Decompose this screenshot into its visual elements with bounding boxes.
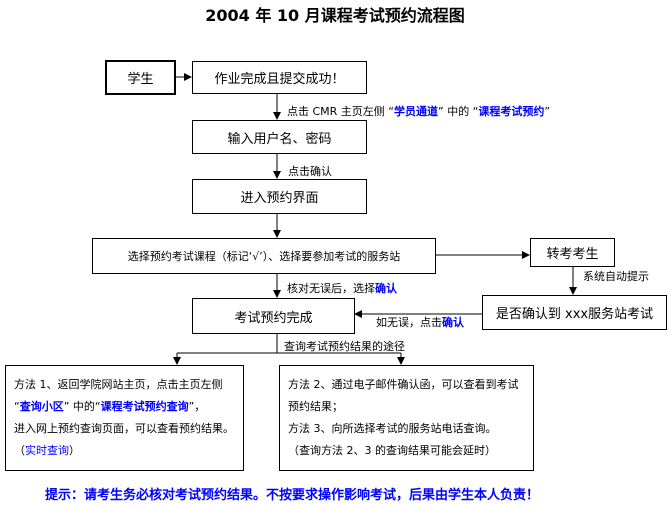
query-area-link[interactable]: 查询小区: [19, 400, 64, 413]
step1-label: 点击 CMR 主页左侧 “学员通道” 中的 “课程考试预约”: [287, 103, 550, 119]
confirm-link: 确认: [375, 282, 397, 295]
course-exam-query-link[interactable]: 课程考试预约查询: [100, 400, 189, 413]
text: ”，: [188, 400, 206, 413]
text: ” 中的“: [63, 400, 101, 413]
check-label: 核对无误后，选择确认: [287, 280, 397, 296]
select-node: 选择预约考试课程（标记‘√’）、选择要参加考试的服务站: [92, 238, 436, 274]
page-title: 2004 年 10 月课程考试预约流程图: [205, 6, 465, 25]
label-text: ”: [544, 105, 551, 118]
text: 方法 1、返回学院网站主页，点击主页左侧: [14, 378, 223, 391]
realtime-query-link[interactable]: 实时查询: [25, 444, 69, 457]
warning-hint: 提示：请考生务必核对考试预约结果。不按要求操作影响考试，后果由学生本人负责！: [45, 488, 540, 503]
course-exam-booking-link[interactable]: 课程考试预约: [478, 105, 545, 118]
student-node: 学生: [105, 60, 176, 95]
label-text: ” 中的 “: [438, 105, 479, 118]
enter-node: 进入预约界面: [192, 179, 367, 214]
student-channel-link[interactable]: 学员通道: [394, 105, 439, 118]
text: 进入网上预约查询页面，可以查看预约结果。（: [14, 422, 234, 457]
text: （查询方法 2、3 的查询结果可能会延时）: [288, 444, 496, 457]
method1-box: 方法 1、返回学院网站主页，点击主页左侧 “查询小区” 中的“课程考试预约查询”…: [5, 365, 244, 471]
text: 方法 2、通过电子邮件确认函，可以查看到考试预约结果；: [288, 378, 519, 413]
label-text: 核对无误后，选择: [287, 282, 375, 295]
label-text: 如无误，点击: [376, 316, 442, 329]
query-label: 查询考试预约结果的途径: [284, 340, 405, 353]
ok-label: 如无误，点击确认: [376, 314, 464, 330]
homework-node: 作业完成且提交成功！: [192, 61, 367, 94]
label-text: 点击 CMR 主页左侧 “: [287, 105, 395, 118]
text: “: [14, 400, 20, 413]
step2-label: 点击确认: [288, 165, 332, 178]
login-node: 输入用户名、密码: [192, 120, 367, 154]
auto-prompt-label: 系统自动提示: [583, 270, 649, 283]
transfer-node: 转考考生: [530, 238, 615, 267]
confirm-station-node: 是否确认到 xxx服务站考试: [482, 295, 667, 330]
done-node: 考试预约完成: [192, 298, 355, 334]
method2-box: 方法 2、通过电子邮件确认函，可以查看到考试预约结果； 方法 3、向所选择考试的…: [279, 365, 534, 471]
confirm-link: 确认: [442, 316, 464, 329]
text: 方法 3、向所选择考试的服务站电话查询。: [288, 422, 497, 435]
text: ）: [69, 444, 80, 457]
